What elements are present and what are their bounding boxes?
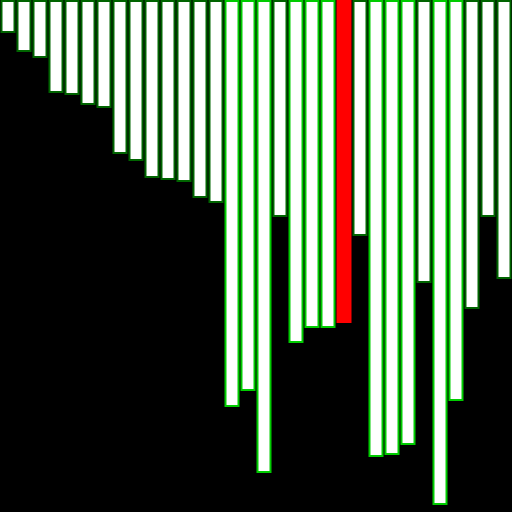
bar [464, 0, 480, 309]
bar [0, 0, 16, 33]
bar [80, 0, 96, 105]
bar [144, 0, 160, 178]
bar [112, 0, 128, 154]
bar [96, 0, 112, 108]
active-bar [336, 0, 352, 323]
bar [368, 0, 384, 457]
bar [208, 0, 224, 203]
bar [352, 0, 368, 236]
bar [304, 0, 320, 328]
bar [448, 0, 464, 401]
bar [288, 0, 304, 343]
bar [256, 0, 272, 473]
bar [64, 0, 80, 95]
bar [16, 0, 32, 52]
bar [320, 0, 336, 328]
bar [128, 0, 144, 161]
bar [272, 0, 288, 217]
bar [432, 0, 448, 505]
bar [32, 0, 48, 58]
bar [240, 0, 256, 391]
bar [160, 0, 176, 180]
bar [480, 0, 496, 217]
bar [224, 0, 240, 407]
bar [176, 0, 192, 182]
bar [192, 0, 208, 198]
bar [416, 0, 432, 283]
bar [384, 0, 400, 455]
bar [48, 0, 64, 93]
bar [400, 0, 416, 445]
bar [496, 0, 512, 279]
